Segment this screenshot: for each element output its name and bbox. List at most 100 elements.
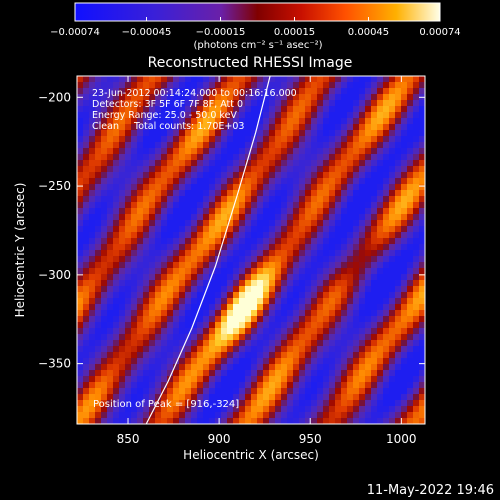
heatmap-cell: [125, 142, 132, 149]
y-tick-label: −350: [38, 357, 71, 371]
heatmap-cell: [227, 262, 234, 269]
heatmap-cell: [77, 316, 84, 323]
heatmap-cell: [329, 262, 336, 269]
heatmap-cell: [401, 178, 408, 185]
heatmap-cell: [341, 94, 348, 101]
heatmap-cell: [395, 166, 402, 173]
heatmap-cell: [293, 232, 300, 239]
x-axis-label: Heliocentric X (arcsec): [183, 448, 319, 462]
heatmap-cell: [161, 400, 168, 407]
heatmap-cell: [365, 106, 372, 113]
heatmap-cell: [401, 298, 408, 305]
heatmap-cell: [317, 304, 324, 311]
heatmap-cell: [401, 412, 408, 419]
heatmap-cell: [89, 268, 96, 275]
heatmap-cell: [215, 268, 222, 275]
heatmap-cell: [329, 364, 336, 371]
heatmap-cell: [197, 148, 204, 155]
heatmap-cell: [419, 208, 425, 215]
heatmap-cell: [119, 412, 126, 419]
heatmap-cell: [203, 178, 210, 185]
heatmap-cell: [167, 82, 174, 89]
heatmap-cell: [257, 226, 264, 233]
heatmap-cell: [419, 124, 425, 131]
heatmap-cell: [287, 196, 294, 203]
heatmap-cell: [389, 346, 396, 353]
heatmap-cell: [377, 382, 384, 389]
heatmap-cell: [191, 142, 198, 149]
heatmap-cell: [197, 280, 204, 287]
heatmap-cell: [203, 142, 210, 149]
heatmap-cell: [173, 142, 180, 149]
heatmap-cell: [383, 418, 390, 424]
heatmap-cell: [173, 382, 180, 389]
heatmap-cell: [245, 274, 252, 281]
heatmap-cell: [257, 376, 264, 383]
heatmap-cell: [185, 148, 192, 155]
heatmap-cell: [209, 286, 216, 293]
heatmap-cell: [149, 406, 156, 413]
heatmap-cell: [305, 304, 312, 311]
heatmap-cell: [119, 172, 126, 179]
heatmap-cell: [269, 292, 276, 299]
heatmap-cell: [311, 190, 318, 197]
heatmap-cell: [371, 406, 378, 413]
heatmap-cell: [167, 400, 174, 407]
heatmap-cell: [395, 130, 402, 137]
heatmap-cell: [281, 100, 288, 107]
heatmap-cell: [323, 208, 330, 215]
heatmap-cell: [209, 208, 216, 215]
heatmap-cell: [203, 304, 210, 311]
heatmap-cell: [125, 352, 132, 359]
heatmap-cell: [83, 340, 90, 347]
heatmap-cell: [83, 268, 90, 275]
heatmap-cell: [335, 100, 342, 107]
heatmap-cell: [143, 130, 150, 137]
heatmap-cell: [323, 106, 330, 113]
heatmap-cell: [221, 394, 228, 401]
heatmap-cell: [263, 118, 270, 125]
heatmap-cell: [269, 232, 276, 239]
heatmap-cell: [275, 280, 282, 287]
heatmap-cell: [383, 304, 390, 311]
heatmap-cell: [173, 280, 180, 287]
heatmap-cell: [161, 256, 168, 263]
heatmap-cell: [149, 418, 156, 424]
heatmap-cell: [113, 310, 120, 317]
heatmap-cell: [281, 226, 288, 233]
heatmap-cell: [89, 238, 96, 245]
heatmap-cell: [299, 298, 306, 305]
heatmap-cell: [107, 118, 114, 125]
heatmap-cell: [353, 370, 360, 377]
heatmap-cell: [191, 304, 198, 311]
heatmap-cell: [179, 208, 186, 215]
heatmap-cell: [191, 418, 198, 424]
heatmap-cell: [173, 160, 180, 167]
heatmap-cell: [299, 136, 306, 143]
heatmap-cell: [239, 292, 246, 299]
heatmap-cell: [209, 202, 216, 209]
heatmap-cell: [119, 178, 126, 185]
heatmap-cell: [269, 160, 276, 167]
heatmap-cell: [173, 100, 180, 107]
heatmap-cell: [143, 94, 150, 101]
heatmap-cell: [77, 136, 84, 143]
heatmap-cell: [83, 232, 90, 239]
heatmap-cell: [185, 298, 192, 305]
heatmap-cell: [125, 286, 132, 293]
heatmap-cell: [239, 394, 246, 401]
heatmap-cell: [395, 82, 402, 89]
heatmap-cell: [353, 196, 360, 203]
y-tick-label: −300: [38, 268, 71, 282]
heatmap-cell: [341, 172, 348, 179]
heatmap-cell: [329, 118, 336, 125]
heatmap-cell: [401, 118, 408, 125]
heatmap-cell: [293, 370, 300, 377]
heatmap-cell: [287, 394, 294, 401]
heatmap-cell: [203, 388, 210, 395]
heatmap-cell: [209, 148, 216, 155]
heatmap-cell: [377, 352, 384, 359]
heatmap-cell: [77, 358, 84, 365]
heatmap-cell: [245, 82, 252, 89]
heatmap-cell: [413, 160, 420, 167]
